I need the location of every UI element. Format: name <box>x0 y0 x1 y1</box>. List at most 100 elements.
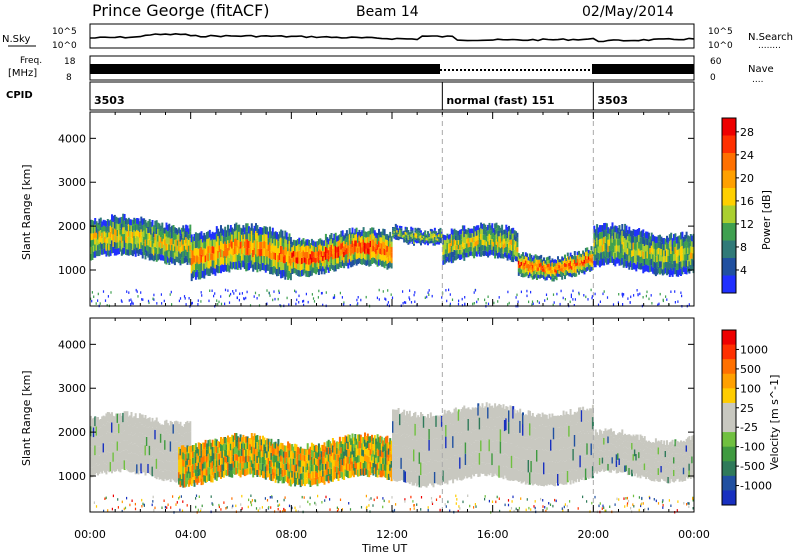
range-cell <box>151 226 154 234</box>
range-cell <box>308 460 311 467</box>
range-cell <box>336 466 339 473</box>
range-cell <box>424 239 427 243</box>
range-cell <box>401 434 404 447</box>
range-cell <box>92 417 95 428</box>
range-cell <box>642 244 645 252</box>
range-cell <box>336 472 339 479</box>
range-cell <box>208 474 211 481</box>
range-cell <box>422 416 425 428</box>
range-cell <box>544 267 547 271</box>
range-cell <box>220 241 222 250</box>
range-cell <box>140 223 143 230</box>
range-cell <box>213 260 215 268</box>
range-cell <box>327 250 330 256</box>
range-cell <box>408 232 411 235</box>
range-cell <box>471 233 474 238</box>
range-cell <box>598 253 601 261</box>
range-cell <box>413 239 415 242</box>
range-cell <box>523 270 526 274</box>
range-cell <box>277 234 280 242</box>
range-cell <box>411 474 414 486</box>
range-cell <box>413 241 415 244</box>
scatter-cell <box>376 296 378 300</box>
range-cell <box>358 448 361 456</box>
range-cell <box>207 440 210 447</box>
range-cell <box>387 251 390 258</box>
range-cell <box>597 227 600 234</box>
range-cell <box>571 258 573 263</box>
range-cell <box>92 466 95 476</box>
range-cell <box>373 257 376 264</box>
range-cell <box>519 261 522 265</box>
scatter-cell <box>152 297 154 301</box>
range-cell <box>389 243 392 250</box>
range-cell <box>277 453 280 462</box>
range-cell <box>143 242 146 249</box>
range-cell <box>336 263 339 269</box>
range-cell <box>605 257 608 265</box>
range-cell <box>295 240 298 246</box>
range-cell <box>347 262 350 269</box>
range-cell <box>394 237 397 240</box>
range-cell <box>162 227 165 234</box>
range-cell <box>323 268 326 275</box>
range-cell <box>134 244 137 251</box>
range-cell <box>97 234 99 240</box>
scatter-cell <box>445 289 447 292</box>
range-cell <box>524 272 527 277</box>
range-cell <box>298 472 301 479</box>
range-cell <box>375 238 378 244</box>
scatter-cell <box>227 289 229 292</box>
range-cell <box>682 248 685 255</box>
range-cell <box>122 431 125 441</box>
range-cell <box>329 246 332 253</box>
range-cell <box>193 241 196 249</box>
scatter-cell <box>131 302 133 305</box>
range-cell <box>603 258 606 266</box>
range-cell <box>239 234 242 242</box>
range-cell <box>636 261 639 269</box>
range-cell <box>621 251 624 258</box>
scatter-cell <box>511 500 513 503</box>
range-cell <box>512 239 515 245</box>
range-cell <box>604 222 607 230</box>
range-cell <box>439 450 442 462</box>
range-cell <box>172 461 175 471</box>
range-cell <box>113 434 116 445</box>
range-cell <box>587 253 590 257</box>
range-cell <box>382 247 385 255</box>
range-cell <box>206 449 208 457</box>
range-cell <box>120 216 123 224</box>
range-cell <box>292 452 295 459</box>
range-cell <box>250 453 253 461</box>
range-cell <box>433 460 436 472</box>
range-cell <box>505 230 508 236</box>
range-cell <box>396 409 399 422</box>
range-cell <box>453 255 456 261</box>
range-cell <box>453 432 456 444</box>
scatter-cell <box>498 497 500 500</box>
range-cell <box>449 446 452 458</box>
range-cell <box>206 462 208 470</box>
scatter-cell <box>409 289 411 292</box>
range-cell <box>98 428 101 438</box>
range-cell <box>241 228 243 235</box>
range-cell <box>343 251 346 258</box>
range-cell <box>605 237 608 244</box>
range-cell <box>92 251 95 258</box>
range-cell <box>344 442 347 449</box>
range-cell <box>273 238 276 246</box>
range-cell <box>468 228 471 234</box>
range-cell <box>481 224 484 230</box>
range-cell <box>378 235 380 242</box>
range-cell <box>341 236 344 243</box>
range-cell <box>127 217 130 225</box>
range-cell <box>118 452 120 462</box>
range-cell <box>436 240 439 243</box>
range-cell <box>241 437 243 444</box>
scatter-cell <box>599 502 601 505</box>
range-cell <box>394 433 397 446</box>
range-cell <box>171 257 174 264</box>
range-cell <box>548 270 551 275</box>
range-cell <box>284 238 287 247</box>
